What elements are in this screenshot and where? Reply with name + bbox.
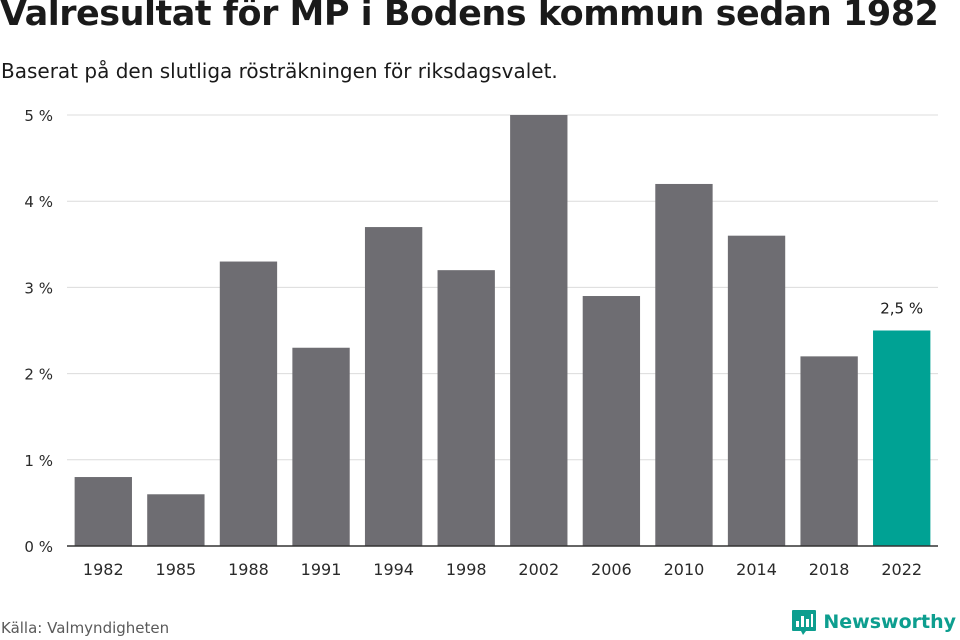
bar bbox=[800, 356, 858, 546]
bar bbox=[364, 227, 423, 546]
y-tick-label: 4 % bbox=[24, 193, 53, 211]
y-tick-label: 0 % bbox=[24, 538, 53, 556]
x-tick-label: 2018 bbox=[809, 560, 850, 579]
y-tick-label: 5 % bbox=[24, 107, 53, 125]
bar bbox=[655, 183, 713, 546]
bar bbox=[292, 347, 350, 546]
newsworthy-logo-icon bbox=[792, 610, 817, 635]
y-tick-label: 1 % bbox=[24, 452, 53, 470]
x-tick-label: 2022 bbox=[881, 560, 922, 579]
x-tick-label: 1991 bbox=[301, 560, 342, 579]
chart-title: Valresultat för MP i Bodens kommun sedan… bbox=[0, 0, 939, 34]
x-tick-label: 2006 bbox=[591, 560, 632, 579]
bar bbox=[582, 296, 641, 546]
brand-logo: Newsworthy bbox=[791, 607, 956, 637]
x-tick-label: 2002 bbox=[518, 560, 559, 579]
data-label: 2,5 % bbox=[880, 300, 923, 318]
x-tick-label: 1988 bbox=[228, 560, 269, 579]
x-tick-label: 1998 bbox=[446, 560, 487, 579]
y-tick-label: 2 % bbox=[24, 366, 53, 384]
bar bbox=[219, 261, 278, 546]
x-tick-label: 2010 bbox=[664, 560, 705, 579]
x-tick-label: 1982 bbox=[83, 560, 124, 579]
source-note: Källa: Valmyndigheten bbox=[1, 619, 170, 637]
bar bbox=[510, 115, 568, 546]
bar bbox=[437, 270, 495, 546]
x-tick-label: 1994 bbox=[373, 560, 414, 579]
x-tick-label: 2014 bbox=[736, 560, 777, 579]
y-tick-label: 3 % bbox=[24, 279, 53, 297]
bar bbox=[873, 330, 931, 546]
bar bbox=[147, 494, 205, 546]
x-tick-label: 1985 bbox=[156, 560, 197, 579]
brand-name: Newsworthy bbox=[823, 611, 956, 633]
bar bbox=[74, 477, 132, 546]
bar-chart: 0 % 1 % 2 % 3 % 4 % 5 % 1982 1985 1988 1991 1994 19… bbox=[24, 107, 938, 579]
chart-subtitle: Baserat på den slutliga rösträkningen fö… bbox=[1, 59, 558, 83]
bar bbox=[727, 235, 786, 546]
